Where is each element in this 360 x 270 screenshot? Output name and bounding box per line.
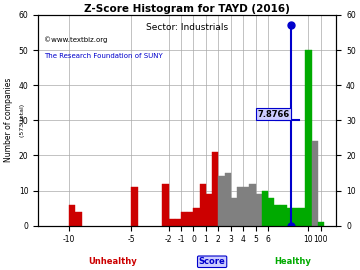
Bar <box>175 219 181 226</box>
Bar <box>231 198 237 226</box>
Bar <box>187 212 193 226</box>
Bar <box>131 187 138 226</box>
Text: The Research Foundation of SUNY: The Research Foundation of SUNY <box>44 53 163 59</box>
Bar <box>193 208 200 226</box>
Bar <box>318 222 324 226</box>
Bar <box>274 205 280 226</box>
Y-axis label: Number of companies: Number of companies <box>4 78 13 163</box>
Bar <box>206 194 212 226</box>
Text: Score: Score <box>199 257 225 266</box>
Bar <box>162 184 168 226</box>
Bar <box>311 141 318 226</box>
Bar <box>299 208 305 226</box>
Bar <box>268 198 274 226</box>
Bar <box>249 184 256 226</box>
Bar <box>181 212 187 226</box>
Bar <box>168 219 175 226</box>
Bar <box>293 208 299 226</box>
Text: Healthy: Healthy <box>274 257 311 266</box>
Bar <box>218 177 225 226</box>
Bar <box>69 205 76 226</box>
Bar <box>212 152 218 226</box>
Bar <box>243 187 249 226</box>
Bar <box>256 194 262 226</box>
Bar <box>280 205 287 226</box>
Bar <box>287 208 293 226</box>
Text: Unhealthy: Unhealthy <box>88 257 137 266</box>
Title: Z-Score Histogram for TAYD (2016): Z-Score Histogram for TAYD (2016) <box>84 4 290 14</box>
Text: ©www.textbiz.org: ©www.textbiz.org <box>44 36 108 43</box>
Bar <box>76 212 82 226</box>
Text: (573 total): (573 total) <box>19 104 24 137</box>
Bar <box>305 50 311 226</box>
Bar <box>262 191 268 226</box>
Bar <box>200 184 206 226</box>
Bar <box>237 187 243 226</box>
Text: 7.8766: 7.8766 <box>257 110 289 119</box>
Bar <box>225 173 231 226</box>
Text: Sector: Industrials: Sector: Industrials <box>146 23 228 32</box>
